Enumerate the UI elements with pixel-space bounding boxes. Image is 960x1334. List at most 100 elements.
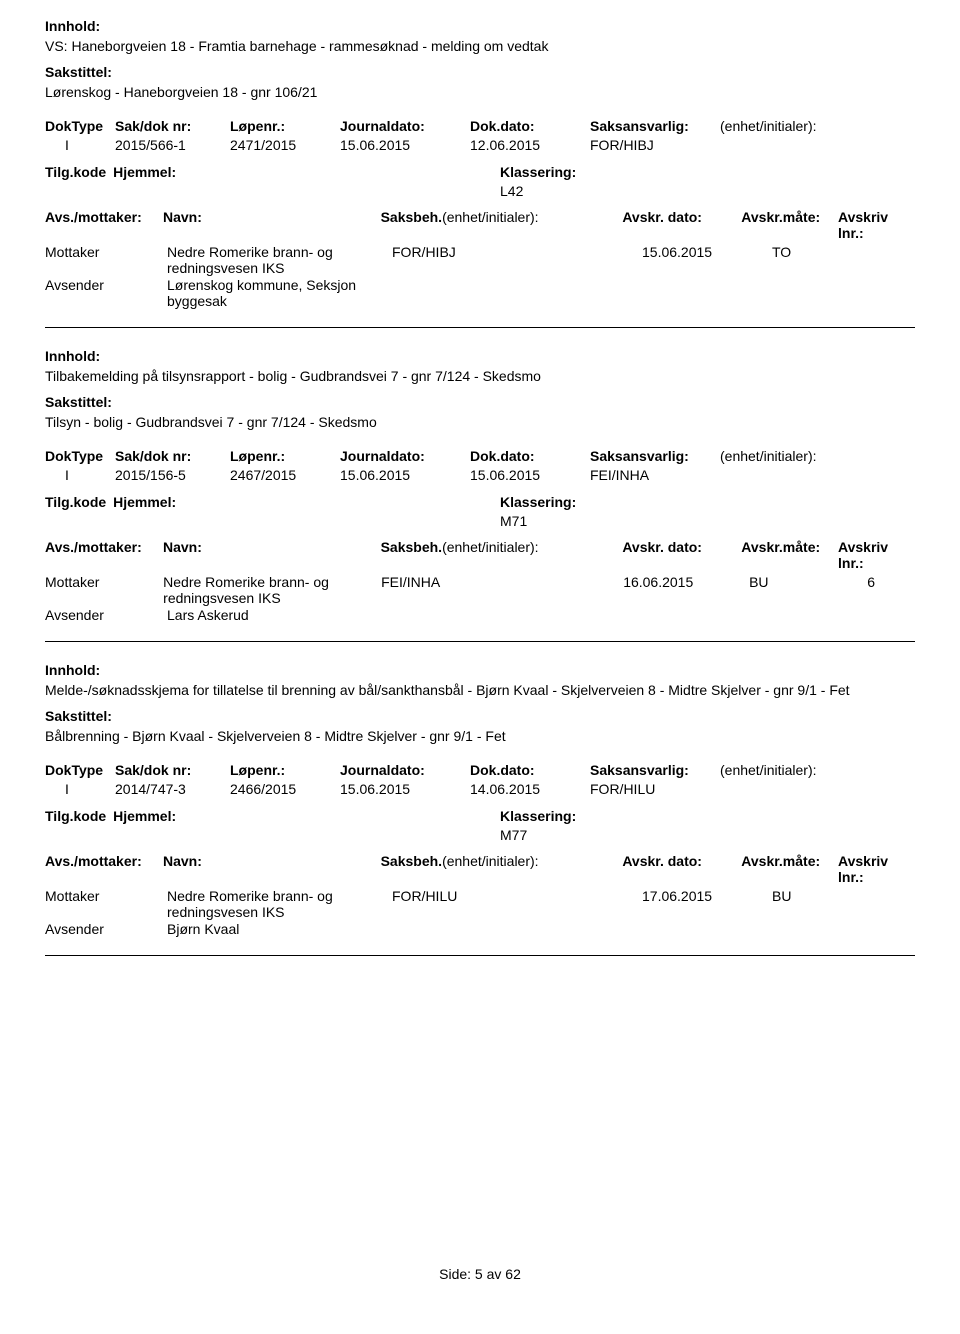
lopenr-value: 2466/2015 xyxy=(230,781,340,797)
innhold-value: VS: Haneborgveien 18 - Framtia barnehage… xyxy=(45,38,915,54)
doktype-header: DokType xyxy=(45,762,115,778)
avskrmate-header: Avskr.måte: xyxy=(741,209,838,241)
innhold-label: Innhold: xyxy=(45,662,915,678)
tilgkode-label: Tilg.kode xyxy=(45,164,106,180)
navn-header: Navn: xyxy=(163,853,381,885)
dokdato-value: 12.06.2015 xyxy=(470,137,590,153)
avsender-data-row: Avsender Lars Askerud xyxy=(45,607,915,623)
mottaker-label: Mottaker xyxy=(45,244,167,276)
saksbeh-header: Saksbeh.(enhet/initialer): xyxy=(381,209,623,241)
sakdok-header: Sak/dok nr: xyxy=(115,448,230,464)
record-1: Innhold: VS: Haneborgveien 18 - Framtia … xyxy=(45,18,915,328)
doktype-value: I xyxy=(45,467,115,483)
klassering-label: Klassering: xyxy=(500,494,915,510)
initialer-header: (enhet/initialer): xyxy=(720,118,870,134)
mottaker-navn: Nedre Romerike brann- og redningsvesen I… xyxy=(167,244,392,276)
doc-data-row: I 2015/156-5 2467/2015 15.06.2015 15.06.… xyxy=(45,467,915,483)
avsender-navn: Bjørn Kvaal xyxy=(167,921,392,937)
saksansvarlig-header: Saksansvarlig: xyxy=(590,118,720,134)
mottaker-label: Mottaker xyxy=(45,574,163,606)
lopenr-value: 2471/2015 xyxy=(230,137,340,153)
klassering-value: M71 xyxy=(500,513,915,529)
saksbeh-header: Saksbeh.(enhet/initialer): xyxy=(381,853,623,885)
sakstittel-label: Sakstittel: xyxy=(45,64,915,80)
saksansvarlig-header: Saksansvarlig: xyxy=(590,448,720,464)
avskrmate-value: BU xyxy=(749,574,812,606)
journaldato-header: Journaldato: xyxy=(340,762,470,778)
hjemmel-row: Tilg.kode Hjemmel: Klassering: L42 xyxy=(45,164,915,199)
dokdato-value: 15.06.2015 xyxy=(470,467,590,483)
doc-header-row: DokType Sak/dok nr: Løpenr.: Journaldato… xyxy=(45,762,915,778)
avsmottaker-header: Avs./mottaker: xyxy=(45,209,163,241)
dokdato-value: 14.06.2015 xyxy=(470,781,590,797)
hjemmel-row: Tilg.kode Hjemmel: Klassering: M71 xyxy=(45,494,915,529)
dokdato-header: Dok.dato: xyxy=(470,762,590,778)
avskrmate-header: Avskr.måte: xyxy=(741,539,838,571)
record-2: Innhold: Tilbakemelding på tilsynsrappor… xyxy=(45,348,915,642)
journaldato-value: 15.06.2015 xyxy=(340,467,470,483)
avsender-data-row: Avsender Lørenskog kommune, Seksjon bygg… xyxy=(45,277,915,309)
innhold-label: Innhold: xyxy=(45,18,915,34)
sakstittel-label: Sakstittel: xyxy=(45,394,915,410)
hjemmel-label: Hjemmel: xyxy=(113,808,176,824)
mottaker-header-row: Avs./mottaker: Navn: Saksbeh.(enhet/init… xyxy=(45,209,915,241)
journaldato-header: Journaldato: xyxy=(340,448,470,464)
avskrdato-header: Avskr. dato: xyxy=(622,539,741,571)
saksansvarlig-header: Saksansvarlig: xyxy=(590,762,720,778)
saksbeh-value: FOR/HILU xyxy=(392,888,552,920)
sakstittel-value: Bålbrenning - Bjørn Kvaal - Skjelverveie… xyxy=(45,728,915,744)
mottaker-navn: Nedre Romerike brann- og redningsvesen I… xyxy=(163,574,381,606)
tilgkode-label: Tilg.kode xyxy=(45,808,106,824)
doc-header-row: DokType Sak/dok nr: Løpenr.: Journaldato… xyxy=(45,118,915,134)
mottaker-section: Avs./mottaker: Navn: Saksbeh.(enhet/init… xyxy=(45,853,915,937)
klassering-label: Klassering: xyxy=(500,164,915,180)
saksansvarlig-value: FOR/HILU xyxy=(590,781,720,797)
hjemmel-label: Hjemmel: xyxy=(113,494,176,510)
avsender-navn: Lars Askerud xyxy=(167,607,392,623)
sakdok-value: 2015/156-5 xyxy=(115,467,230,483)
sakstittel-label: Sakstittel: xyxy=(45,708,915,724)
avskrlnr-value xyxy=(837,888,867,920)
avskrdato-value: 15.06.2015 xyxy=(642,244,772,276)
navn-header: Navn: xyxy=(163,209,381,241)
avsender-navn: Lørenskog kommune, Seksjon byggesak xyxy=(167,277,392,309)
doktype-header: DokType xyxy=(45,118,115,134)
avskrmate-header: Avskr.måte: xyxy=(741,853,838,885)
avsmottaker-header: Avs./mottaker: xyxy=(45,853,163,885)
avskrdato-value: 17.06.2015 xyxy=(642,888,772,920)
avsender-label: Avsender xyxy=(45,921,167,937)
avskrlnr-header: Avskriv lnr.: xyxy=(838,539,915,571)
avsender-label: Avsender xyxy=(45,607,167,623)
lopenr-header: Løpenr.: xyxy=(230,762,340,778)
mottaker-label: Mottaker xyxy=(45,888,167,920)
sakdok-header: Sak/dok nr: xyxy=(115,118,230,134)
tilgkode-label: Tilg.kode xyxy=(45,494,106,510)
avskrdato-header: Avskr. dato: xyxy=(622,853,741,885)
avskrlnr-header: Avskriv lnr.: xyxy=(838,853,915,885)
avsender-data-row: Avsender Bjørn Kvaal xyxy=(45,921,915,937)
avskrmate-value: TO xyxy=(772,244,837,276)
avsender-label: Avsender xyxy=(45,277,167,309)
avskrdato-value: 16.06.2015 xyxy=(623,574,749,606)
doc-data-row: I 2015/566-1 2471/2015 15.06.2015 12.06.… xyxy=(45,137,915,153)
mottaker-section: Avs./mottaker: Navn: Saksbeh.(enhet/init… xyxy=(45,539,915,623)
avskrdato-header: Avskr. dato: xyxy=(622,209,741,241)
mottaker-header-row: Avs./mottaker: Navn: Saksbeh.(enhet/init… xyxy=(45,539,915,571)
klassering-value: L42 xyxy=(500,183,915,199)
innhold-value: Tilbakemelding på tilsynsrapport - bolig… xyxy=(45,368,915,384)
sakstittel-value: Tilsyn - bolig - Gudbrandsvei 7 - gnr 7/… xyxy=(45,414,915,430)
saksbeh-value: FOR/HIBJ xyxy=(392,244,552,276)
klassering-label: Klassering: xyxy=(500,808,915,824)
initialer-header: (enhet/initialer): xyxy=(720,762,870,778)
innhold-label: Innhold: xyxy=(45,348,915,364)
record-3: Innhold: Melde-/søknadsskjema for tillat… xyxy=(45,662,915,956)
journaldato-value: 15.06.2015 xyxy=(340,137,470,153)
lopenr-header: Løpenr.: xyxy=(230,448,340,464)
doc-data-row: I 2014/747-3 2466/2015 15.06.2015 14.06.… xyxy=(45,781,915,797)
page-footer: Side: 5 av 62 xyxy=(45,1266,915,1282)
avskrmate-value: BU xyxy=(772,888,837,920)
saksbeh-value: FEI/INHA xyxy=(381,574,536,606)
initialer-header: (enhet/initialer): xyxy=(720,448,870,464)
hjemmel-row: Tilg.kode Hjemmel: Klassering: M77 xyxy=(45,808,915,843)
doktype-value: I xyxy=(45,781,115,797)
